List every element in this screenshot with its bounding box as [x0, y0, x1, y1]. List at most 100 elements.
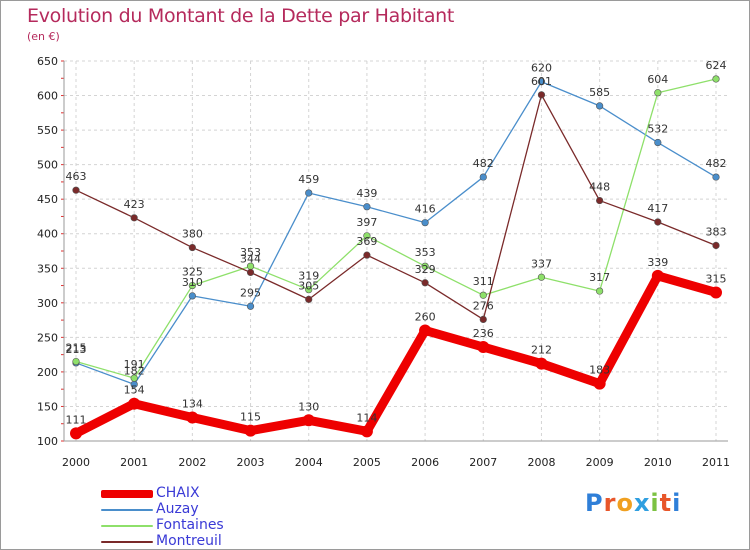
data-point-montreuil: [130, 214, 138, 222]
data-label-auzay: 439: [356, 187, 377, 200]
chart-subtitle: (en €): [27, 30, 60, 43]
data-label-montreuil: 423: [124, 198, 145, 211]
data-label-fontaines: 353: [240, 246, 261, 259]
y-tick-label: 150: [37, 400, 58, 413]
data-point-auzay: [305, 189, 313, 197]
data-label-fontaines: 337: [531, 257, 552, 270]
data-label-auzay: 416: [415, 203, 436, 216]
data-label-fontaines: 604: [647, 73, 668, 86]
data-label-auzay: 459: [298, 173, 319, 186]
data-point-fontaines: [305, 286, 313, 294]
data-label-chaix: 114: [356, 411, 377, 424]
data-point-fontaines: [72, 357, 80, 366]
data-point-chaix: [710, 286, 722, 299]
series-line-chaix: [71, 271, 721, 438]
data-point-montreuil: [596, 196, 604, 205]
data-label-montreuil: 305: [298, 279, 319, 292]
data-point-chaix: [419, 324, 432, 337]
logo-letter: o: [616, 489, 634, 517]
data-point-fontaines: [537, 273, 546, 281]
data-labels: 213 182 310 295 459 439 416 482 620 585 532 482 215 1…: [66, 59, 727, 426]
x-tick-label: 2008: [527, 456, 555, 469]
y-tick-label: 600: [37, 90, 58, 103]
y-tick-label: 450: [37, 193, 58, 206]
data-point-chaix: [593, 377, 606, 390]
legend-swatch: [101, 490, 153, 498]
data-point-auzay: [421, 219, 429, 227]
y-tick-label: 350: [37, 262, 58, 275]
data-label-chaix: 134: [182, 398, 203, 411]
legend: CHAIX Auzay Fontaines Montreuil: [101, 485, 301, 549]
legend-item-chaix: CHAIX: [101, 485, 301, 501]
data-label-montreuil: 448: [589, 181, 610, 194]
data-point-auzay: [363, 203, 371, 211]
data-label-auzay: 182: [124, 364, 145, 377]
data-label-montreuil: 344: [240, 252, 261, 265]
data-label-auzay: 482: [473, 157, 494, 170]
data-label-chaix: 111: [66, 413, 87, 426]
data-label-auzay: 482: [706, 157, 727, 170]
x-tick-label: 2003: [237, 456, 265, 469]
legend-label: Auzay: [156, 501, 199, 517]
data-label-fontaines: 624: [706, 59, 727, 72]
legend-label: CHAIX: [156, 485, 200, 501]
y-tick-label: 250: [37, 331, 58, 344]
series-lines: [70, 75, 722, 440]
data-label-montreuil: 601: [531, 75, 552, 88]
data-point-auzay: [188, 292, 196, 300]
data-point-montreuil: [654, 218, 662, 226]
data-label-montreuil: 383: [706, 225, 727, 238]
series-line-montreuil: [75, 94, 717, 321]
data-label-chaix: 154: [124, 384, 145, 397]
data-label-chaix: 130: [298, 400, 319, 413]
data-label-auzay: 620: [531, 62, 552, 75]
x-tick-label: 2002: [178, 456, 206, 469]
legend-swatch: [101, 541, 153, 543]
data-point-auzay: [596, 102, 604, 110]
data-point-montreuil: [188, 243, 196, 252]
data-point-montreuil: [246, 268, 255, 277]
series-line-fontaines: [75, 78, 717, 379]
y-tick-label: 400: [37, 228, 58, 241]
x-tick-label: 2006: [411, 456, 439, 469]
data-label-fontaines: 353: [415, 246, 436, 259]
chart-title: Evolution du Montant de la Dette par Hab…: [27, 5, 455, 27]
data-label-fontaines: 311: [473, 275, 494, 288]
data-point-montreuil: [72, 186, 80, 194]
data-label-auzay: 295: [240, 286, 261, 299]
data-point-fontaines: [654, 89, 662, 97]
legend-swatch: [101, 525, 153, 527]
data-point-chaix: [477, 341, 490, 354]
data-point-chaix: [302, 414, 315, 427]
data-point-chaix: [186, 411, 199, 424]
x-tick-label: 2009: [586, 456, 614, 469]
data-point-fontaines: [596, 287, 604, 295]
logo-letter: t: [659, 489, 673, 517]
y-tick-label: 100: [37, 435, 58, 448]
x-tick-label: 2000: [62, 456, 90, 469]
data-point-montreuil: [421, 279, 429, 287]
data-point-montreuil: [363, 251, 371, 259]
series-line-auzay: [75, 81, 717, 385]
data-label-chaix: 315: [706, 272, 727, 285]
data-label-auzay: 585: [589, 86, 610, 99]
data-label-montreuil: 276: [473, 299, 494, 312]
logo-letter: P: [585, 489, 604, 517]
data-label-chaix: 115: [240, 411, 261, 424]
data-label-auzay: 310: [182, 276, 203, 289]
data-point-auzay: [479, 173, 487, 181]
data-point-auzay: [712, 173, 720, 181]
data-point-montreuil: [537, 91, 546, 99]
data-point-auzay: [537, 78, 546, 86]
legend-label: Fontaines: [156, 517, 224, 533]
data-point-chaix: [360, 425, 373, 438]
logo-letter: i: [672, 489, 682, 517]
y-tick-label: 650: [37, 55, 58, 68]
x-tick-label: 2001: [120, 456, 148, 469]
data-point-fontaines: [130, 374, 138, 382]
x-tick-label: 2010: [644, 456, 672, 469]
logo-letter: r: [603, 489, 617, 517]
data-label-fontaines: 325: [182, 266, 203, 279]
data-point-chaix: [535, 357, 548, 370]
